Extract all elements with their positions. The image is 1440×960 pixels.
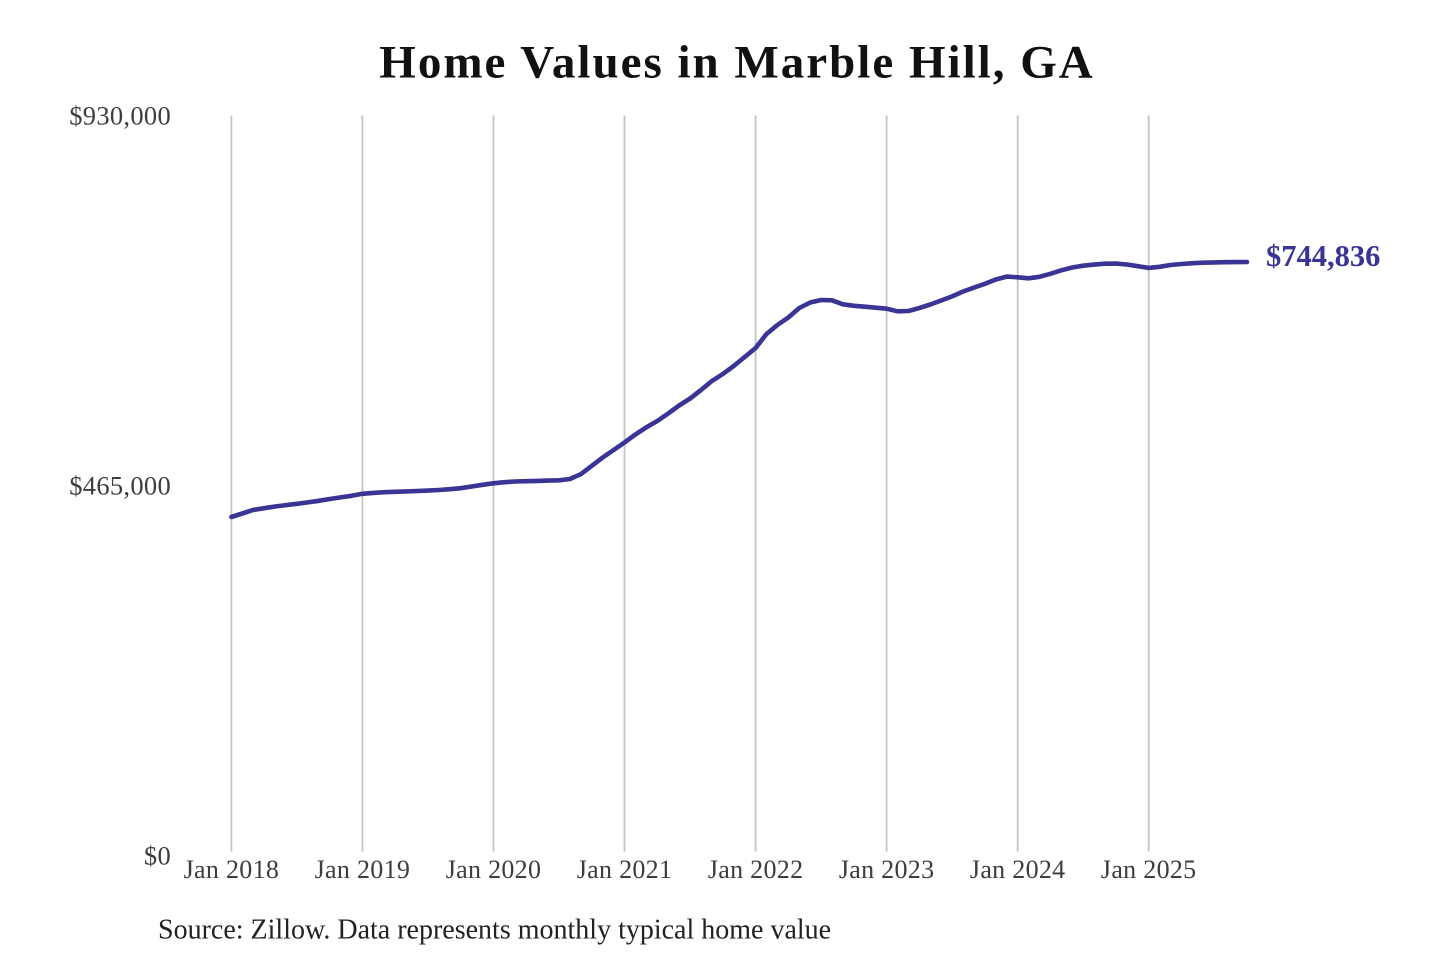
svg-text:Source: Zillow. Data represent: Source: Zillow. Data represents monthly … — [158, 915, 831, 946]
svg-text:Jan 2025: Jan 2025 — [1101, 855, 1197, 884]
svg-text:Jan 2024: Jan 2024 — [970, 855, 1066, 884]
svg-text:Home Values in Marble Hill, GA: Home Values in Marble Hill, GA — [379, 37, 1094, 89]
svg-text:$744,836: $744,836 — [1266, 239, 1380, 273]
svg-text:$465,000: $465,000 — [69, 470, 171, 500]
svg-text:Jan 2021: Jan 2021 — [577, 855, 673, 884]
svg-text:Jan 2020: Jan 2020 — [446, 855, 542, 884]
svg-text:$0: $0 — [144, 840, 171, 870]
svg-text:Jan 2019: Jan 2019 — [315, 855, 411, 884]
svg-text:$930,000: $930,000 — [69, 100, 171, 130]
svg-text:Jan 2018: Jan 2018 — [184, 855, 280, 884]
svg-text:Jan 2023: Jan 2023 — [839, 855, 935, 884]
svg-text:Jan 2022: Jan 2022 — [708, 855, 804, 884]
